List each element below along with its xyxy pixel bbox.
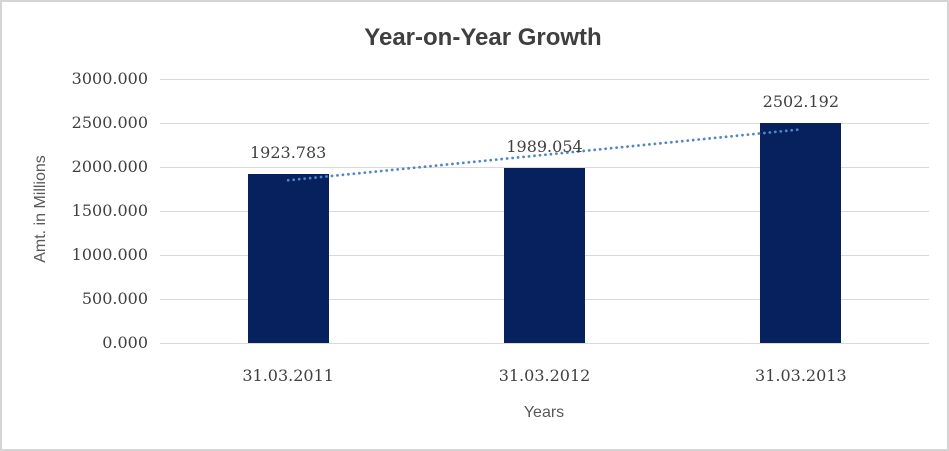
gridline (160, 343, 929, 344)
x-tick-label: 31.03.2012 (498, 366, 591, 385)
y-tick-label: 0.000 (102, 333, 148, 352)
gridline (160, 123, 929, 124)
data-label: 2502.192 (762, 91, 839, 111)
y-tick-label: 1000.000 (71, 245, 148, 264)
gridline (160, 167, 929, 168)
y-tick-label: 500.000 (81, 289, 148, 308)
x-tick-label: 31.03.2011 (242, 366, 334, 385)
x-tick-label: 31.03.2013 (755, 366, 847, 385)
bar-31.03.2011 (247, 173, 329, 343)
data-label: 1989.054 (506, 136, 583, 156)
bar-31.03.2013 (760, 122, 842, 343)
y-tick-label: 1500.000 (71, 201, 148, 220)
trendline-dotted (286, 127, 803, 182)
data-label: 1923.783 (249, 142, 327, 162)
x-axis-title: Years (523, 404, 565, 421)
trendline (286, 127, 803, 182)
chart-title: Year-on-Year Growth (364, 24, 602, 51)
gridline (160, 79, 929, 80)
bar-31.03.2012 (504, 167, 585, 343)
y-tick-label: 2000.000 (71, 157, 148, 176)
y-tick-label: 2500.000 (71, 113, 148, 132)
plot-area (160, 79, 929, 343)
y-tick-label: 3000.000 (71, 69, 148, 88)
